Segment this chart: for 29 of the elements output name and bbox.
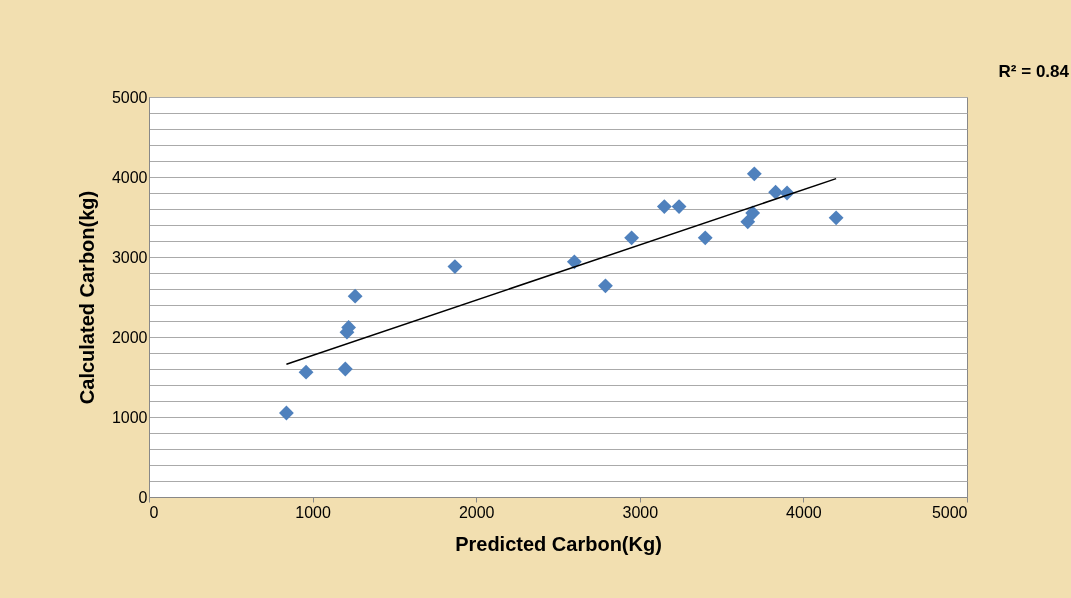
- point: [337, 361, 353, 377]
- x-axis-title: Predicted Carbon(Kg): [455, 532, 662, 555]
- y-tick-label: 5000: [111, 88, 148, 106]
- y-tick-label: 4000: [111, 168, 148, 186]
- point: [768, 184, 783, 200]
- point: [656, 199, 672, 215]
- x-tick-label: 5000: [931, 503, 968, 521]
- x-tick-label: 2000: [458, 503, 495, 521]
- point: [447, 259, 463, 275]
- point: [624, 230, 640, 246]
- x-tick-label: 3000: [622, 503, 659, 521]
- x-tick-label: 1000: [295, 503, 331, 521]
- point: [298, 364, 314, 380]
- x-tick-label: 4000: [786, 503, 822, 521]
- point: [697, 230, 713, 246]
- point: [347, 288, 363, 304]
- point: [598, 278, 613, 294]
- point: [828, 210, 844, 226]
- y-tick-label: 1000: [111, 408, 148, 426]
- text: R² = 0.84: [998, 62, 1070, 81]
- y-tick-label: 2000: [111, 328, 148, 346]
- y-tick-label: 0: [138, 488, 148, 506]
- y-tick-label: 3000: [111, 248, 148, 266]
- y-axis-title: Calculated Carbon(kg): [75, 190, 98, 405]
- x-tick-label: 0: [149, 503, 159, 521]
- point: [746, 166, 762, 182]
- point: [671, 199, 687, 215]
- point: [740, 214, 756, 230]
- point: [745, 205, 761, 221]
